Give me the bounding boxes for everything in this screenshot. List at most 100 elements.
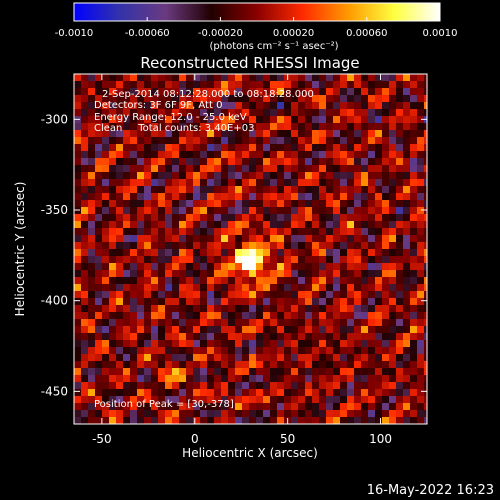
heatmap-cell [81, 81, 89, 89]
heatmap-cell [207, 389, 215, 397]
heatmap-cell [354, 410, 362, 418]
heatmap-cell [200, 347, 208, 355]
heatmap-cell [81, 368, 89, 376]
heatmap-cell [326, 298, 334, 306]
heatmap-cell [228, 403, 236, 411]
heatmap-cell [144, 95, 152, 103]
heatmap-cell [81, 291, 89, 299]
heatmap-cell [361, 361, 369, 369]
heatmap-cell [186, 88, 194, 96]
heatmap-cell [410, 179, 418, 187]
heatmap-cell [235, 396, 243, 404]
heatmap-cell [396, 130, 404, 138]
heatmap-cell [193, 88, 201, 96]
heatmap-cell [284, 193, 292, 201]
heatmap-cell [179, 165, 187, 173]
heatmap-cell [242, 270, 250, 278]
heatmap-cell [74, 95, 82, 103]
heatmap-cell [424, 249, 427, 257]
heatmap-cell [81, 375, 89, 383]
heatmap-cell [116, 389, 124, 397]
heatmap-cell [403, 291, 411, 299]
heatmap-cell [200, 186, 208, 194]
heatmap-cell [326, 144, 334, 152]
heatmap-cell [200, 193, 208, 201]
heatmap-cell [74, 291, 82, 299]
heatmap-cell [130, 151, 138, 159]
heatmap-cell [165, 123, 173, 131]
heatmap-cell [95, 221, 103, 229]
heatmap-cell [95, 403, 103, 411]
heatmap-cell [235, 221, 243, 229]
heatmap-cell [396, 88, 404, 96]
heatmap-cell [165, 361, 173, 369]
heatmap-cell [305, 95, 313, 103]
heatmap-cell [179, 144, 187, 152]
heatmap-cell [298, 354, 306, 362]
heatmap-cell [305, 312, 313, 320]
heatmap-cell [256, 221, 264, 229]
heatmap-cell [256, 298, 264, 306]
heatmap-cell [340, 172, 348, 180]
heatmap-cell [410, 102, 418, 110]
heatmap-cell [424, 130, 427, 138]
heatmap-cell [137, 214, 145, 222]
heatmap-cell [109, 88, 117, 96]
heatmap-cell [291, 109, 299, 117]
heatmap-cell [123, 382, 131, 390]
heatmap-cell [291, 389, 299, 397]
heatmap-cell [249, 291, 257, 299]
heatmap-cell [88, 312, 96, 320]
heatmap-cell [137, 410, 145, 418]
heatmap-cell [270, 249, 278, 257]
heatmap-cell [130, 361, 138, 369]
heatmap-cell [417, 165, 425, 173]
heatmap-cell [368, 172, 376, 180]
heatmap-cell [305, 172, 313, 180]
heatmap-cell [340, 326, 348, 334]
heatmap-cell [382, 116, 390, 124]
heatmap-cell [312, 403, 320, 411]
heatmap-cell [172, 186, 180, 194]
heatmap-cell [291, 137, 299, 145]
heatmap-cell [102, 95, 110, 103]
heatmap-cell [291, 116, 299, 124]
heatmap-cell [109, 221, 117, 229]
heatmap-cell [186, 312, 194, 320]
heatmap-cell [81, 95, 89, 103]
heatmap-cell [424, 333, 427, 341]
heatmap-cell [298, 81, 306, 89]
heatmap-cell [95, 368, 103, 376]
heatmap-cell [270, 396, 278, 404]
heatmap-cell [340, 144, 348, 152]
heatmap-cell [277, 263, 285, 271]
heatmap-cell [151, 375, 159, 383]
heatmap-cell [403, 144, 411, 152]
heatmap-cell [417, 144, 425, 152]
heatmap-cell [172, 417, 180, 424]
x-tick-label: -50 [92, 432, 112, 446]
heatmap-cell [340, 284, 348, 292]
heatmap-cell [116, 81, 124, 89]
heatmap-cell [375, 144, 383, 152]
heatmap-cell [256, 130, 264, 138]
heatmap-cell [277, 102, 285, 110]
heatmap-cell [291, 284, 299, 292]
heatmap-cell [284, 249, 292, 257]
heatmap-cell [242, 347, 250, 355]
heatmap-cell [396, 277, 404, 285]
heatmap-cell [186, 361, 194, 369]
heatmap-cell [417, 137, 425, 145]
heatmap-cell [291, 340, 299, 348]
heatmap-cell [312, 144, 320, 152]
heatmap-cell [102, 137, 110, 145]
heatmap-cell [361, 228, 369, 236]
heatmap-cell [375, 403, 383, 411]
heatmap-cell [179, 193, 187, 201]
heatmap-cell [235, 403, 243, 411]
heatmap-cell [256, 158, 264, 166]
heatmap-cell [382, 403, 390, 411]
heatmap-cell [291, 207, 299, 215]
heatmap-cell [214, 256, 222, 264]
heatmap-cell [326, 354, 334, 362]
